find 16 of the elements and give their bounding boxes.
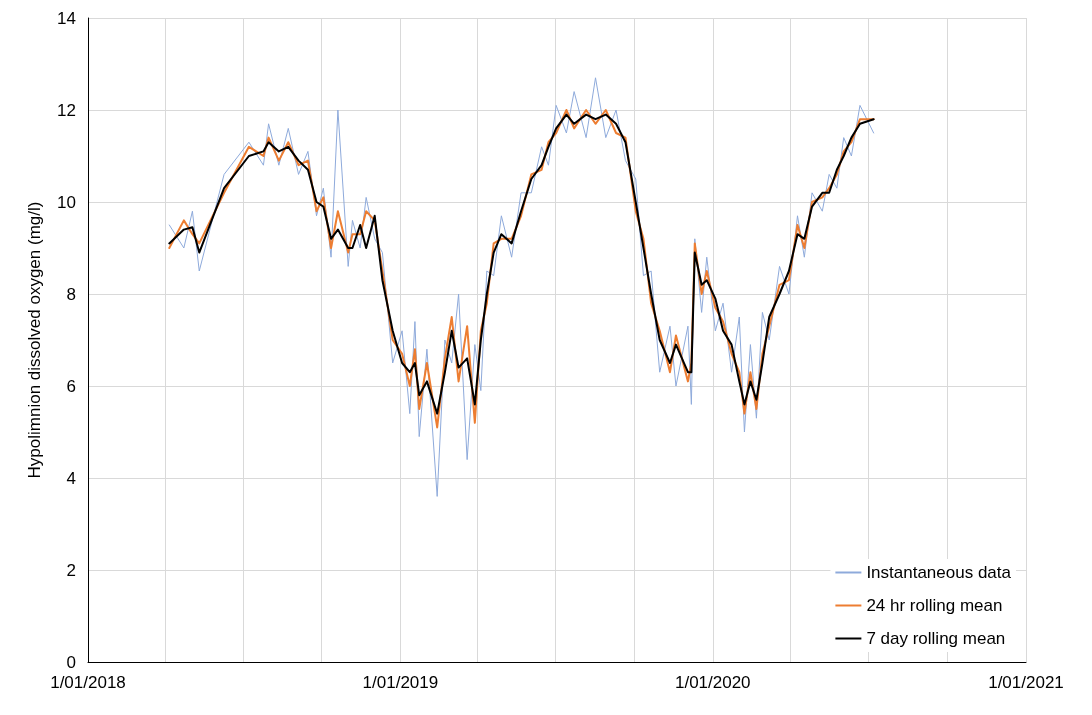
- x-tick-label: 1/01/2020: [674, 673, 751, 692]
- legend-label: Instantaneous data: [866, 563, 1012, 582]
- legend-label: 7 day rolling mean: [866, 629, 1006, 648]
- y-axis-title: Hypolimnion dissolved oxygen (mg/l): [25, 201, 44, 479]
- y-tick-label: 14: [57, 8, 76, 28]
- x-tick-label: 1/01/2019: [362, 673, 439, 692]
- y-tick-label: 10: [57, 192, 76, 212]
- x-tick-label: 1/01/2021: [988, 673, 1064, 692]
- y-tick-label: 2: [66, 560, 76, 580]
- y-tick-label: 12: [57, 100, 76, 120]
- y-tick-label: 6: [66, 376, 76, 396]
- legend-label: 24 hr rolling mean: [866, 596, 1003, 615]
- y-tick-label: 4: [66, 468, 76, 488]
- y-tick-label: 0: [66, 652, 76, 672]
- x-tick-label: 1/01/2018: [50, 673, 126, 692]
- y-tick-label: 8: [66, 284, 76, 304]
